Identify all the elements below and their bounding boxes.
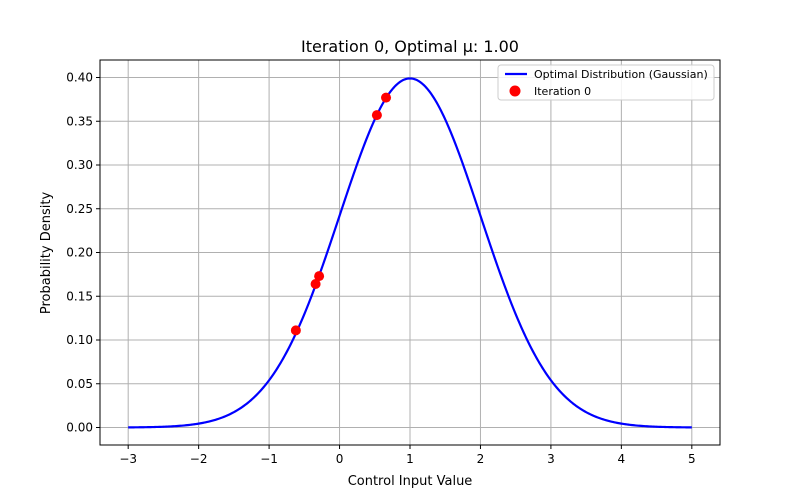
x-axis-label: Control Input Value [348, 474, 473, 489]
x-tick-label: 1 [406, 452, 414, 466]
x-tick-label: 2 [477, 452, 485, 466]
series-group [128, 77, 692, 429]
legend-box [497, 64, 715, 101]
y-axis-label: Probability Density [39, 192, 54, 315]
x-tick-label: 0 [336, 452, 344, 466]
x-axis-ticks: −3 −2 −1 0 1 2 3 4 5 [119, 445, 696, 466]
x-tick-label: 3 [547, 452, 555, 466]
scatter-points [290, 92, 392, 336]
scatter-point [310, 279, 321, 289]
y-tick-label: 0.40 [66, 71, 93, 85]
legend-marker-swatch [509, 85, 521, 97]
y-tick-label: 0.05 [66, 377, 93, 391]
legend: Optimal Distribution (Gaussian) Iteratio… [497, 64, 715, 101]
scatter-point [371, 110, 382, 121]
grid [100, 60, 720, 445]
x-tick-label: −2 [190, 452, 208, 466]
y-axis-ticks: 0.00 0.05 0.10 0.15 0.20 0.25 0.30 0.35 0.40 [66, 71, 100, 435]
scatter-point [314, 271, 325, 282]
y-tick-label: 0.25 [66, 202, 93, 216]
legend-label-scatter: Iteration 0 [534, 85, 591, 98]
x-tick-label: 5 [688, 452, 696, 466]
scatter-point [290, 325, 301, 336]
y-tick-label: 0.35 [66, 114, 93, 128]
scatter-point [381, 92, 392, 103]
y-tick-label: 0.15 [66, 289, 93, 303]
x-tick-label: −3 [119, 452, 137, 466]
chart-title: Iteration 0, Optimal μ: 1.00 [301, 37, 519, 56]
x-tick-label: 4 [618, 452, 626, 466]
y-tick-label: 0.10 [66, 333, 93, 347]
y-tick-label: 0.00 [66, 421, 93, 435]
legend-label-curve: Optimal Distribution (Gaussian) [534, 68, 708, 81]
y-tick-label: 0.30 [66, 158, 93, 172]
x-tick-label: −1 [260, 452, 278, 466]
gaussian-curve-line [128, 77, 692, 429]
y-tick-label: 0.20 [66, 246, 93, 260]
